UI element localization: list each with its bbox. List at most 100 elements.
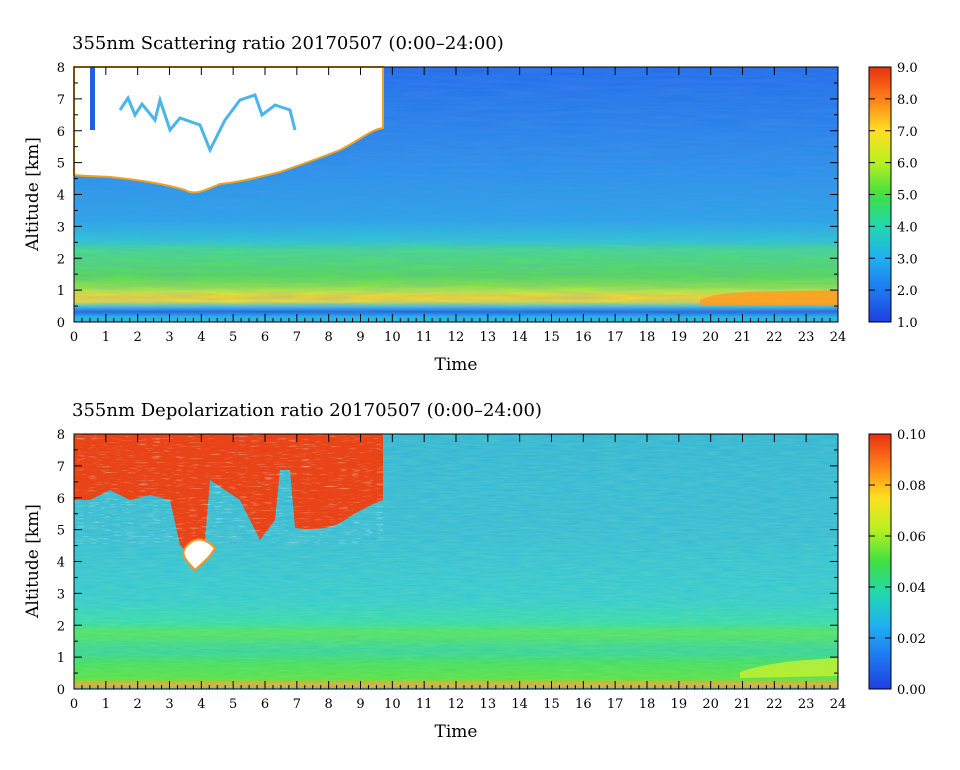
y-tick-label: 1 <box>57 284 65 299</box>
colorbar-tick-label: 0.10 <box>897 428 926 443</box>
colorbar-tick-label: 6.0 <box>897 157 918 172</box>
y-tick-label: 3 <box>57 220 65 235</box>
colorbar: 1.0 2.0 3.0 4.0 5.0 6.0 7.0 8.0 9.0 <box>868 61 918 331</box>
x-tick-label: 1 <box>102 697 110 712</box>
x-tick-label: 21 <box>734 330 751 345</box>
x-tick-label: 18 <box>639 330 656 345</box>
y-tick-label: 3 <box>57 587 65 602</box>
y-axis-label: Altitude [km] <box>23 504 43 619</box>
x-tick-label: 17 <box>607 330 624 345</box>
y-tick-label: 8 <box>57 428 65 443</box>
y-tick-label: 6 <box>57 125 65 140</box>
x-tick-label: 7 <box>293 697 301 712</box>
x-tick-label: 11 <box>416 330 433 345</box>
x-tick-label: 8 <box>325 697 333 712</box>
y-tick-label: 8 <box>57 61 65 76</box>
chart-title: 355nm Scattering ratio 20170507 (0:00–24… <box>72 33 504 54</box>
x-tick-label: 18 <box>639 697 656 712</box>
y-tick-label: 0 <box>57 316 65 331</box>
x-tick-label: 23 <box>798 697 815 712</box>
x-tick-label: 3 <box>165 330 173 345</box>
x-tick-label: 23 <box>798 330 815 345</box>
y-axis: 0 1 2 3 4 5 6 7 8 <box>57 428 838 698</box>
colorbar: 0.00 0.02 0.04 0.06 0.08 0.10 <box>868 428 926 698</box>
x-axis-label: Time <box>435 355 478 375</box>
x-tick-label: 2 <box>134 330 142 345</box>
y-tick-label: 5 <box>57 524 65 539</box>
colorbar-tick-label: 9.0 <box>897 61 918 76</box>
x-tick-label: 10 <box>384 330 401 345</box>
y-tick-label: 4 <box>57 189 65 204</box>
depolarization-hole <box>182 538 217 572</box>
x-tick-label: 12 <box>448 697 465 712</box>
colorbar-tick-label: 0.04 <box>897 581 926 596</box>
x-tick-label: 1 <box>102 330 110 345</box>
colorbar-ticks: 0.00 0.02 0.04 0.06 0.08 0.10 <box>869 428 926 698</box>
colorbar-tick-label: 0.02 <box>897 632 926 647</box>
aerosol-layer-late <box>700 290 838 305</box>
high-depolarization-speckle <box>74 434 383 544</box>
x-tick-label: 11 <box>416 697 433 712</box>
x-tick-label: 7 <box>293 330 301 345</box>
x-tick-label: 4 <box>197 697 205 712</box>
y-tick-label: 1 <box>57 651 65 666</box>
y-tick-label: 6 <box>57 492 65 507</box>
x-tick-label: 16 <box>575 330 592 345</box>
x-tick-label: 14 <box>511 697 528 712</box>
cloud-edge-streak <box>90 67 95 130</box>
x-tick-label: 6 <box>261 330 269 345</box>
colorbar-tick-label: 0.08 <box>897 479 926 494</box>
colorbar-tick-label: 4.0 <box>897 220 918 235</box>
cloud-region <box>73 66 384 194</box>
x-tick-label: 19 <box>671 697 688 712</box>
x-tick-label: 8 <box>325 330 333 345</box>
x-tick-label: 16 <box>575 697 592 712</box>
x-axis-label: Time <box>435 722 478 742</box>
x-tick-label: 9 <box>356 697 364 712</box>
x-tick-label: 3 <box>165 697 173 712</box>
chart-title: 355nm Depolarization ratio 20170507 (0:0… <box>72 400 542 421</box>
x-tick-label: 17 <box>607 697 624 712</box>
heatmap-plot-area <box>73 66 838 322</box>
x-tick-label: 2 <box>134 697 142 712</box>
x-tick-label: 5 <box>229 330 237 345</box>
y-tick-label: 0 <box>57 683 65 698</box>
x-tick-label: 22 <box>766 697 783 712</box>
x-tick-label: 24 <box>830 697 847 712</box>
colorbar-tick-label: 0.06 <box>897 530 926 545</box>
colorbar-gradient <box>869 434 891 689</box>
colorbar-tick-label: 5.0 <box>897 189 918 204</box>
y-axis-label: Altitude [km] <box>23 137 43 252</box>
x-tick-label: 6 <box>261 697 269 712</box>
x-tick-label: 12 <box>448 330 465 345</box>
x-axis: 0 1 2 3 4 5 6 7 8 9 10 11 12 13 14 15 16 17 18 19 20 21 22 23 24 <box>70 67 846 345</box>
depolarization-ratio-panel: 355nm Depolarization ratio 20170507 (0:0… <box>23 400 926 742</box>
x-tick-label: 5 <box>229 697 237 712</box>
x-tick-label: 10 <box>384 697 401 712</box>
x-tick-label: 9 <box>356 330 364 345</box>
y-tick-label: 7 <box>57 93 65 108</box>
x-tick-label: 22 <box>766 330 783 345</box>
y-tick-label: 5 <box>57 157 65 172</box>
x-tick-label: 13 <box>480 697 497 712</box>
y-tick-label: 2 <box>57 619 65 634</box>
cloud-fragments <box>118 93 297 154</box>
colorbar-tick-label: 1.0 <box>897 316 918 331</box>
x-tick-label: 20 <box>702 330 719 345</box>
x-tick-label: 20 <box>702 697 719 712</box>
y-tick-label: 2 <box>57 252 65 267</box>
colorbar-tick-label: 0.00 <box>897 683 926 698</box>
colorbar-frame <box>868 433 892 690</box>
x-tick-label: 24 <box>830 330 847 345</box>
x-tick-label: 0 <box>70 330 78 345</box>
x-tick-label: 0 <box>70 697 78 712</box>
x-tick-label: 4 <box>197 330 205 345</box>
heatmap-plot-area <box>74 434 838 689</box>
y-tick-label: 4 <box>57 556 65 571</box>
x-tick-label: 19 <box>671 330 688 345</box>
scattering-ratio-panel: 355nm Scattering ratio 20170507 (0:00–24… <box>23 33 918 375</box>
colorbar-tick-label: 8.0 <box>897 93 918 108</box>
x-axis: 0 1 2 3 4 5 6 7 8 9 10 11 12 13 14 15 16 17 18 19 20 21 22 23 24 <box>70 434 846 712</box>
x-tick-label: 14 <box>511 330 528 345</box>
